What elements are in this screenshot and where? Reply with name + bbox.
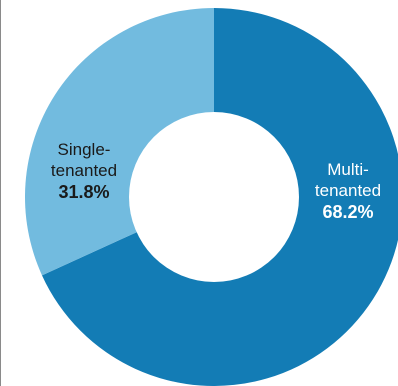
- slice-percent-label: 31.8%: [58, 182, 109, 202]
- slice-percent-label: 68.2%: [322, 202, 373, 222]
- donut-hole: [129, 112, 299, 282]
- labels-group: Multi-tenanted 68.2% Single-tenanted 31.8%: [51, 140, 381, 222]
- slice-label-line: tenanted: [315, 181, 381, 200]
- slice-label-line: tenanted: [51, 161, 117, 180]
- slice-label-line: Single-: [58, 140, 111, 159]
- slice-label-line: Multi-: [327, 160, 369, 179]
